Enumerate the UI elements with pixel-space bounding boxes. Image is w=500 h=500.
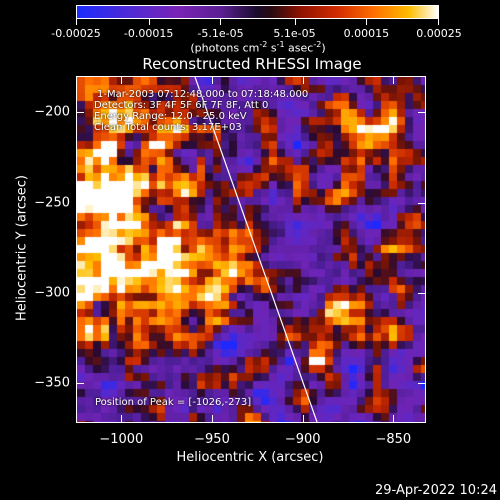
y-tick-label: −350 [34,375,70,391]
clean-counts-label: Clean Total counts: 3.17E+03 [94,122,242,133]
colorbar-tick-label: 5.1e-05 [273,27,316,40]
solar-limb-line [194,77,318,422]
plot-title: Reconstructed RHESSI Image [142,55,362,73]
y-tick-label: −250 [34,195,70,210]
colorbar-tick [366,19,368,25]
x-tick [393,76,395,84]
x-tick-label: −900 [284,432,321,447]
colorbar-tick-label: -0.00025 [51,27,101,40]
colorbar-tick-label: -5.1e-05 [197,27,244,40]
y-tick [418,202,426,204]
x-tick [212,415,213,423]
y-tick [418,112,426,114]
x-tick-label: −1000 [99,432,144,447]
y-tick [76,383,84,385]
x-tick [121,76,123,84]
colorbar-units: (photons cm-2 s-1 asec-2) [190,40,326,55]
y-tick [418,292,426,294]
x-tick [121,415,123,423]
rhessi-image: 1-Mar-2003 07:12:48.000 to 07:18:48.000 … [76,76,426,423]
peak-position-label: Position of Peak = [-1026,-273] [95,397,252,408]
colorbar-tick-label: 0.00015 [343,27,390,40]
x-tick [212,76,213,84]
detectors-label: Detectors: 3F 4F 5F 6F 7F 8F, Att 0 [94,100,269,111]
colorbar-tick [220,19,222,25]
x-tick [393,415,395,423]
y-tick [76,112,84,114]
x-tick-label: −950 [194,432,230,447]
colorbar-tick-label: 0.00025 [416,27,462,40]
colorbar-tick [76,19,77,25]
energy-range-label: Energy Range: 12.0 - 25.0 keV [94,111,247,122]
x-tick-label: −850 [375,432,412,447]
x-axis-label: Heliocentric X (arcsec) [176,450,324,465]
colorbar-tick [438,19,439,25]
time-range-label: 1-Mar-2003 07:12:48.000 to 07:18:48.000 [97,89,309,100]
intensity-map [77,77,425,422]
colorbar-tick [148,19,150,25]
colorbar [76,5,439,19]
limb-overlay [194,77,318,422]
y-tick-label: −300 [34,285,70,301]
y-axis-label: Heliocentric Y (arcsec) [14,175,30,321]
x-tick [302,415,304,423]
y-tick [76,292,84,294]
y-tick [76,202,84,204]
y-tick-label: −200 [34,104,70,120]
colorbar-tick [294,19,296,25]
y-tick [418,383,426,385]
colorbar-tick-label: -0.00015 [123,27,174,40]
x-tick [302,76,304,84]
timestamp: 29-Apr-2022 10:24 [375,483,497,498]
